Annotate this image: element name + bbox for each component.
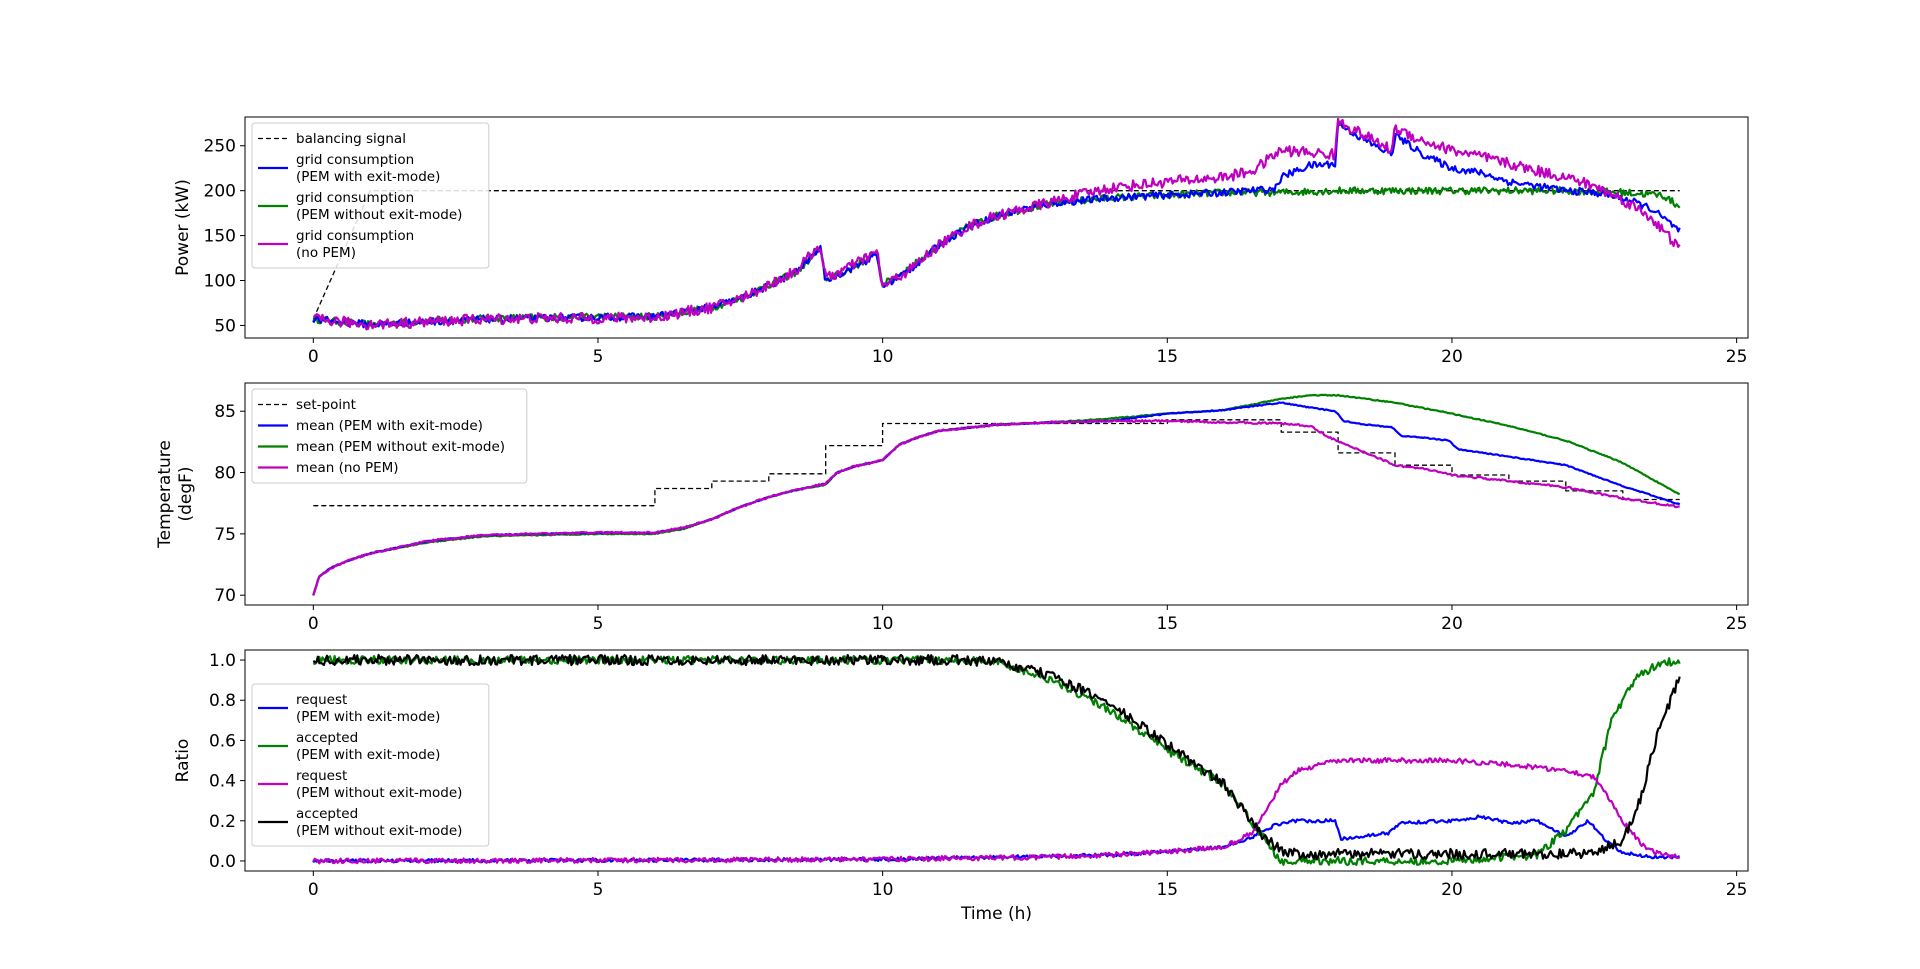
x-tick-label: 25 xyxy=(1726,880,1748,900)
y-tick-label: 70 xyxy=(214,586,236,606)
legend-label: (PEM with exit-mode) xyxy=(296,747,440,763)
y-tick-label: 250 xyxy=(204,137,236,157)
y-tick-label: 0.2 xyxy=(209,812,236,832)
x-tick-label: 15 xyxy=(1156,614,1178,634)
x-tick-label: 20 xyxy=(1441,347,1463,367)
legend-label: grid consumption xyxy=(296,190,414,206)
panel-1: 0 5 10 15 20 25 50 100 150 200 250 Power (kW) balanc… xyxy=(173,116,1749,367)
x-tick-label: 20 xyxy=(1441,880,1463,900)
legend-label: mean (PEM with exit-mode) xyxy=(296,418,483,434)
legend-label: accepted xyxy=(296,730,358,746)
y-tick-label: 0.4 xyxy=(209,772,236,792)
axes-frame xyxy=(244,382,1749,606)
y-tick-label: 0.0 xyxy=(209,852,236,872)
series-line-4 xyxy=(312,117,1681,331)
legend-label: (PEM without exit-mode) xyxy=(296,785,462,801)
legend: request(PEM with exit-mode)accepted(PEM … xyxy=(251,683,490,847)
series-line-2 xyxy=(312,186,1681,329)
x-tick-label: 20 xyxy=(1441,614,1463,634)
y-axis-label: Ratio xyxy=(173,739,193,783)
y-axis-label: Power (kW) xyxy=(173,179,193,276)
legend-label: request xyxy=(296,768,347,784)
legend-label: (PEM with exit-mode) xyxy=(296,709,440,725)
legend-label: (no PEM) xyxy=(296,245,356,261)
legend-label: accepted xyxy=(296,806,358,822)
y-axis-label: (degF) xyxy=(176,466,196,521)
x-tick-label: 0 xyxy=(308,880,319,900)
y-axis-label: Temperature xyxy=(155,440,175,549)
series-line-3 xyxy=(312,757,1681,865)
legend-label: (PEM without exit-mode) xyxy=(296,823,462,839)
legend-label: mean (no PEM) xyxy=(296,460,399,476)
legend-label: grid consumption xyxy=(296,152,414,168)
legend-box xyxy=(251,388,528,484)
panel-3: 0 5 10 15 20 25 0.0 0.2 0.4 0.6 0.8 1.0 Ratio Time (h… xyxy=(173,649,1749,924)
panel-2: 0 5 10 15 20 25 70 75 80 85 Temperature (degF) set-p… xyxy=(155,382,1749,634)
x-tick-label: 0 xyxy=(308,347,319,367)
y-tick-label: 85 xyxy=(214,402,236,422)
plot-area xyxy=(312,393,1681,596)
x-tick-label: 5 xyxy=(593,347,604,367)
x-tick-label: 10 xyxy=(872,880,894,900)
y-tick-label: 150 xyxy=(204,227,236,247)
legend-box xyxy=(251,683,490,847)
y-tick-label: 200 xyxy=(204,182,236,202)
y-tick-label: 1.0 xyxy=(209,651,236,671)
y-tick-label: 100 xyxy=(204,272,236,292)
x-tick-label: 5 xyxy=(593,880,604,900)
x-axis-label: Time (h) xyxy=(960,904,1032,924)
legend-label: (PEM with exit-mode) xyxy=(296,169,440,185)
y-tick-label: 75 xyxy=(214,525,236,545)
legend-box xyxy=(251,122,490,269)
x-tick-label: 5 xyxy=(593,614,604,634)
legend-label: request xyxy=(296,692,347,708)
legend-label: set-point xyxy=(296,397,356,413)
y-tick-label: 50 xyxy=(214,316,236,336)
legend-label: balancing signal xyxy=(296,131,406,147)
plot-area xyxy=(312,653,1681,867)
axes-frame xyxy=(244,116,1749,339)
y-tick-label: 0.8 xyxy=(209,691,236,711)
x-tick-label: 10 xyxy=(872,347,894,367)
legend-label: (PEM without exit-mode) xyxy=(296,207,462,223)
plot-area xyxy=(312,117,1681,331)
series-line-4 xyxy=(312,419,1680,596)
y-tick-label: 0.6 xyxy=(209,731,236,751)
legend: set-point mean (PEM with exit-mode) mean (… xyxy=(251,388,528,484)
legend-label: grid consumption xyxy=(296,228,414,244)
axes-frame xyxy=(244,649,1749,872)
legend-label: mean (PEM without exit-mode) xyxy=(296,439,505,455)
x-tick-label: 25 xyxy=(1726,347,1748,367)
x-tick-label: 15 xyxy=(1156,880,1178,900)
x-tick-label: 15 xyxy=(1156,347,1178,367)
y-tick-label: 80 xyxy=(214,464,236,484)
series-line-1 xyxy=(312,190,1680,320)
x-tick-label: 25 xyxy=(1726,614,1748,634)
series-line-4 xyxy=(312,653,1681,861)
x-tick-label: 10 xyxy=(872,614,894,634)
x-tick-label: 0 xyxy=(308,614,319,634)
